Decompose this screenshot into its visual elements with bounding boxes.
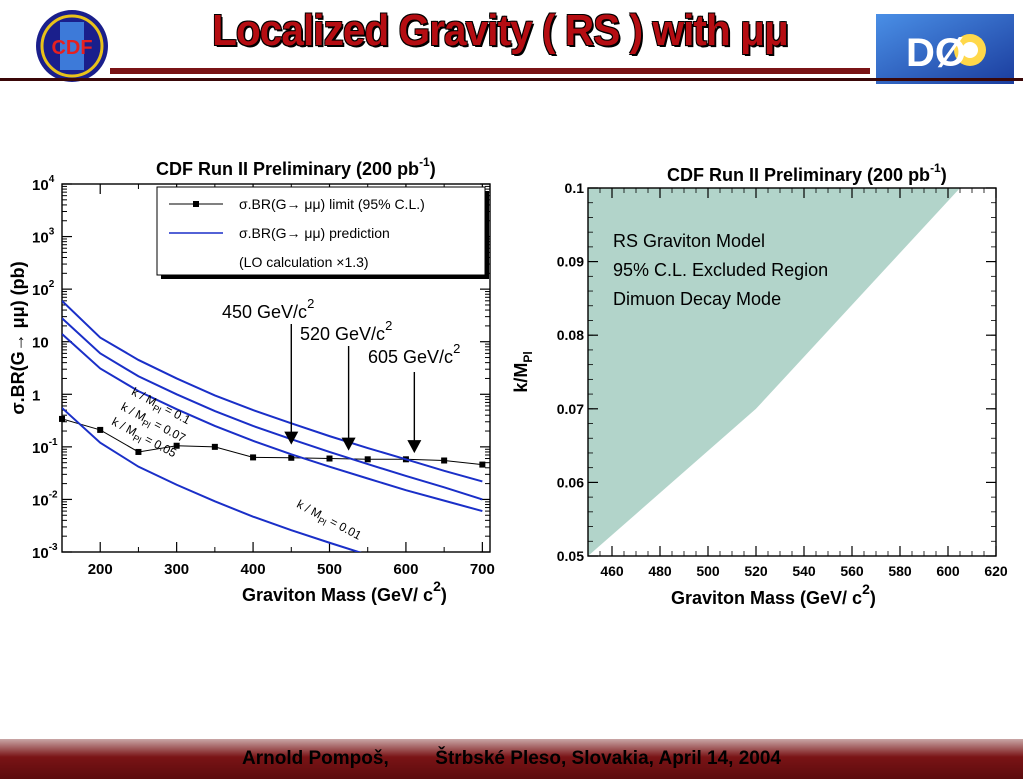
right-y-tick-label: 0.09 [557, 254, 584, 270]
charts-area: 10-3 10-2 10-1 1 10 102 103 104 200 300 400 500 600 7… [8, 155, 1008, 608]
legend-prediction-note: (LO calculation ×1.3) [239, 254, 369, 270]
mass-annotation: 605 GeV/c2 [368, 341, 460, 367]
region-label-line: Dimuon Decay Mode [613, 289, 781, 309]
limit-series-point [326, 455, 333, 462]
right-y-axis-label: k/MPl [511, 351, 535, 392]
d0-logo-text: DØ [906, 31, 966, 75]
left-y-tick-label: 1 [32, 387, 40, 404]
left-x-tick-label: 200 [88, 561, 113, 578]
limit-series-point [250, 454, 257, 461]
legend-box [156, 186, 486, 276]
header-rule [110, 68, 870, 74]
region-label-line: 95% C.L. Excluded Region [613, 260, 828, 280]
footer-venue: Štrbské Pleso, Slovakia, April 14, 2004 [435, 748, 781, 769]
region-label-line: RS Graviton Model [613, 231, 765, 251]
right-x-tick-label: 540 [792, 563, 816, 579]
prediction-series-line [62, 407, 362, 552]
left-x-tick-label: 400 [241, 561, 266, 578]
left-y-tick-label: 102 [32, 279, 55, 299]
cdf-logo: CDF [36, 10, 108, 82]
right-x-tick-label: 460 [600, 563, 624, 579]
right-x-tick-label: 480 [648, 563, 672, 579]
right-y-tick-label: 0.06 [557, 474, 584, 490]
footer-bar [0, 739, 1023, 779]
prediction-series-line [62, 333, 483, 513]
left-y-tick-label: 10-2 [32, 489, 58, 509]
right-y-tick-label: 0.05 [557, 548, 584, 564]
limit-series-point [441, 457, 448, 464]
prediction-series-line [62, 300, 483, 483]
right-chart-title: CDF Run II Preliminary (200 pb-1) [667, 161, 947, 185]
mass-arrow-head [284, 431, 299, 445]
left-y-tick-label: 104 [32, 174, 55, 194]
right-x-tick-label: 580 [888, 563, 912, 579]
mass-arrow-head [407, 440, 422, 454]
limit-series-point [364, 456, 371, 463]
limit-series-point [173, 442, 180, 449]
left-x-tick-label: 600 [393, 561, 418, 578]
right-x-tick-label: 560 [840, 563, 864, 579]
left-y-tick-label: 10 [32, 335, 49, 352]
excluded-region [588, 188, 960, 556]
footer-text: Arnold Pompoš, Štrbské Pleso, Slovakia, … [0, 748, 1023, 770]
limit-series-point [97, 426, 104, 433]
left-y-tick-label: 10-1 [32, 437, 58, 457]
right-x-tick-label: 520 [744, 563, 768, 579]
right-x-tick-label: 600 [936, 563, 960, 579]
right-x-tick-label: 620 [984, 563, 1008, 579]
right-y-tick-label: 0.08 [557, 327, 584, 343]
legend-limit-marker [193, 201, 199, 207]
header-rule-thin [0, 78, 1023, 81]
left-x-tick-label: 700 [470, 561, 495, 578]
d0-logo: DØ [876, 14, 1014, 84]
limit-series-point [479, 461, 486, 468]
mass-arrow-head [341, 437, 356, 451]
left-y-axis-label: σ.BR(G→ μμ) (pb) [8, 261, 28, 414]
limit-series-point [135, 448, 142, 455]
slide-title: Localized Gravity ( RS ) with μμ [212, 6, 789, 55]
left-x-tick-label: 300 [164, 561, 189, 578]
left-y-tick-label: 103 [32, 227, 55, 247]
footer-author: Arnold Pompoš, [242, 748, 389, 769]
right-x-axis-label: Graviton Mass (GeV/ c2) [671, 581, 876, 608]
right-y-tick-label: 0.07 [557, 401, 584, 417]
limit-series-point [288, 454, 295, 461]
prediction-series-line [62, 317, 483, 501]
legend-prediction-label: σ.BR(G→ μμ) prediction [239, 225, 390, 241]
left-y-tick-label: 10-3 [32, 542, 58, 562]
mass-annotation: 450 GeV/c2 [222, 296, 314, 322]
right-x-tick-label: 500 [696, 563, 720, 579]
limit-series-point [59, 415, 65, 422]
mass-annotation: 520 GeV/c2 [300, 318, 392, 344]
left-x-axis-label: Graviton Mass (GeV/ c2) [242, 578, 447, 605]
limit-series-point [211, 443, 218, 450]
cdf-logo-text: CDF [51, 37, 92, 59]
legend-limit-label: σ.BR(G→ μμ) limit (95% C.L.) [239, 196, 425, 212]
right-y-tick-label: 0.1 [565, 180, 585, 196]
limit-series-line [62, 418, 483, 466]
left-chart-title: CDF Run II Preliminary (200 pb-1) [156, 155, 436, 179]
left-x-tick-label: 500 [317, 561, 342, 578]
